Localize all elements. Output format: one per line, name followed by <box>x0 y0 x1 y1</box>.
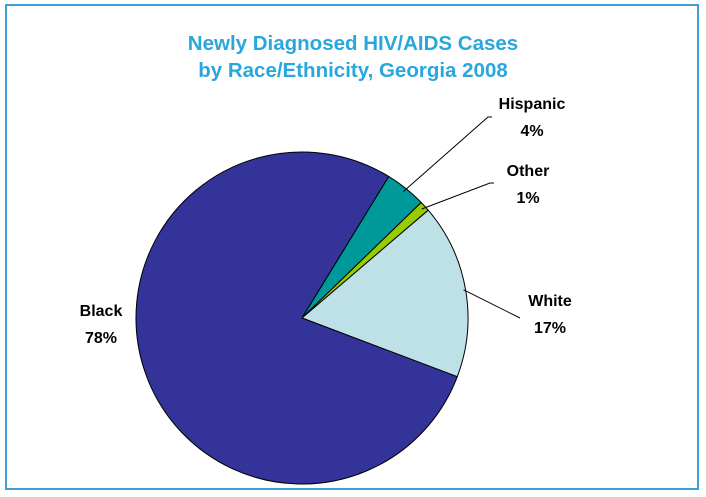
chart-title: Newly Diagnosed HIV/AIDS Cases by Race/E… <box>0 30 706 84</box>
leader-line-hispanic <box>402 116 492 192</box>
leader-line-white <box>463 289 521 319</box>
slice-label-other-name: Other <box>507 163 550 180</box>
slice-label-white-name: White <box>528 293 572 310</box>
pie-slice-white <box>301 209 469 378</box>
slice-label-white-value: 17% <box>534 320 566 337</box>
slice-label-hispanic-name: Hispanic <box>499 96 566 113</box>
slice-label-black-name: Black <box>80 303 123 320</box>
slice-label-other-value: 1% <box>516 190 539 207</box>
slice-label-hispanic-value: 4% <box>520 123 543 140</box>
leader-lines <box>402 116 521 319</box>
slice-label-black-value: 78% <box>85 330 117 347</box>
leader-line-other <box>421 182 494 210</box>
pie-slice-black <box>135 151 458 485</box>
chart-title-line-2: by Race/Ethnicity, Georgia 2008 <box>198 59 508 82</box>
pie-slices <box>135 151 469 485</box>
chart-title-line-1: Newly Diagnosed HIV/AIDS Cases <box>187 32 519 55</box>
